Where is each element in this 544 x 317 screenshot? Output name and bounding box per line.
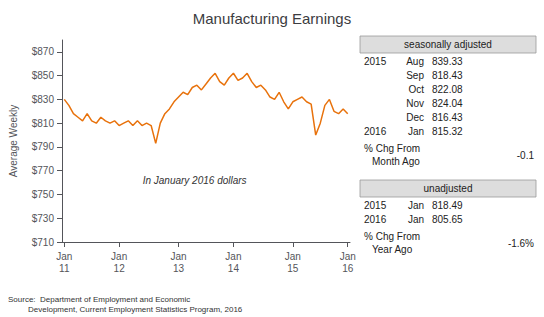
svg-text:$830: $830 [32, 94, 55, 105]
svg-text:% Chg From: % Chg From [364, 143, 420, 154]
svg-text:2016: 2016 [364, 126, 387, 137]
svg-text:unadjusted: unadjusted [424, 183, 473, 194]
svg-text:-0.1: -0.1 [517, 150, 535, 161]
svg-text:2015: 2015 [364, 56, 387, 67]
svg-text:seasonally adjusted: seasonally adjusted [404, 39, 492, 50]
svg-text:822.08: 822.08 [432, 84, 463, 95]
svg-text:$770: $770 [32, 165, 55, 176]
svg-text:Dec: Dec [406, 112, 424, 123]
svg-text:12: 12 [114, 263, 126, 274]
svg-text:2016: 2016 [364, 214, 387, 225]
svg-text:Jan: Jan [408, 126, 424, 137]
svg-text:Jan: Jan [171, 251, 187, 262]
svg-text:Jan: Jan [111, 251, 127, 262]
svg-text:2015: 2015 [364, 200, 387, 211]
svg-text:15: 15 [287, 263, 299, 274]
svg-text:805.65: 805.65 [432, 214, 463, 225]
svg-text:Month Ago: Month Ago [372, 156, 420, 167]
svg-text:Development, Current Employmen: Development, Current Employment Statisti… [8, 305, 243, 314]
svg-text:Average Weekly: Average Weekly [8, 105, 19, 177]
svg-text:$710: $710 [32, 237, 55, 248]
svg-text:-1.6%: -1.6% [508, 238, 534, 249]
svg-text:$810: $810 [32, 118, 55, 129]
svg-text:839.33: 839.33 [432, 56, 463, 67]
svg-text:$750: $750 [32, 189, 55, 200]
svg-text:% Chg From: % Chg From [364, 231, 420, 242]
svg-text:$790: $790 [32, 141, 55, 152]
svg-text:$850: $850 [32, 70, 55, 81]
svg-text:Nov: Nov [406, 98, 424, 109]
svg-text:Jan: Jan [408, 200, 424, 211]
svg-text:815.32: 815.32 [432, 126, 463, 137]
svg-text:In January 2016 dollars: In January 2016 dollars [143, 175, 247, 186]
svg-text:Sep: Sep [406, 70, 424, 81]
svg-text:16: 16 [342, 263, 354, 274]
svg-text:14: 14 [228, 263, 240, 274]
svg-text:818.49: 818.49 [432, 200, 463, 211]
svg-text:$870: $870 [32, 46, 55, 57]
svg-text:Jan: Jan [408, 214, 424, 225]
svg-text:Oct: Oct [408, 84, 424, 95]
svg-text:$730: $730 [32, 213, 55, 224]
svg-text:Manufacturing Earnings: Manufacturing Earnings [193, 10, 351, 27]
svg-text:Jan: Jan [285, 251, 301, 262]
svg-text:Jan: Jan [340, 251, 356, 262]
svg-text:Year Ago: Year Ago [372, 244, 413, 255]
svg-text:824.04: 824.04 [432, 98, 463, 109]
svg-text:816.43: 816.43 [432, 112, 463, 123]
svg-text:11: 11 [59, 263, 70, 274]
svg-text:Jan: Jan [225, 251, 241, 262]
svg-text:13: 13 [173, 263, 185, 274]
svg-text:818.43: 818.43 [432, 70, 463, 81]
svg-text:Source: Department of Employm: Source: Department of Employment and Eco… [8, 295, 190, 304]
svg-text:Aug: Aug [406, 56, 424, 67]
svg-text:Jan: Jan [56, 251, 72, 262]
